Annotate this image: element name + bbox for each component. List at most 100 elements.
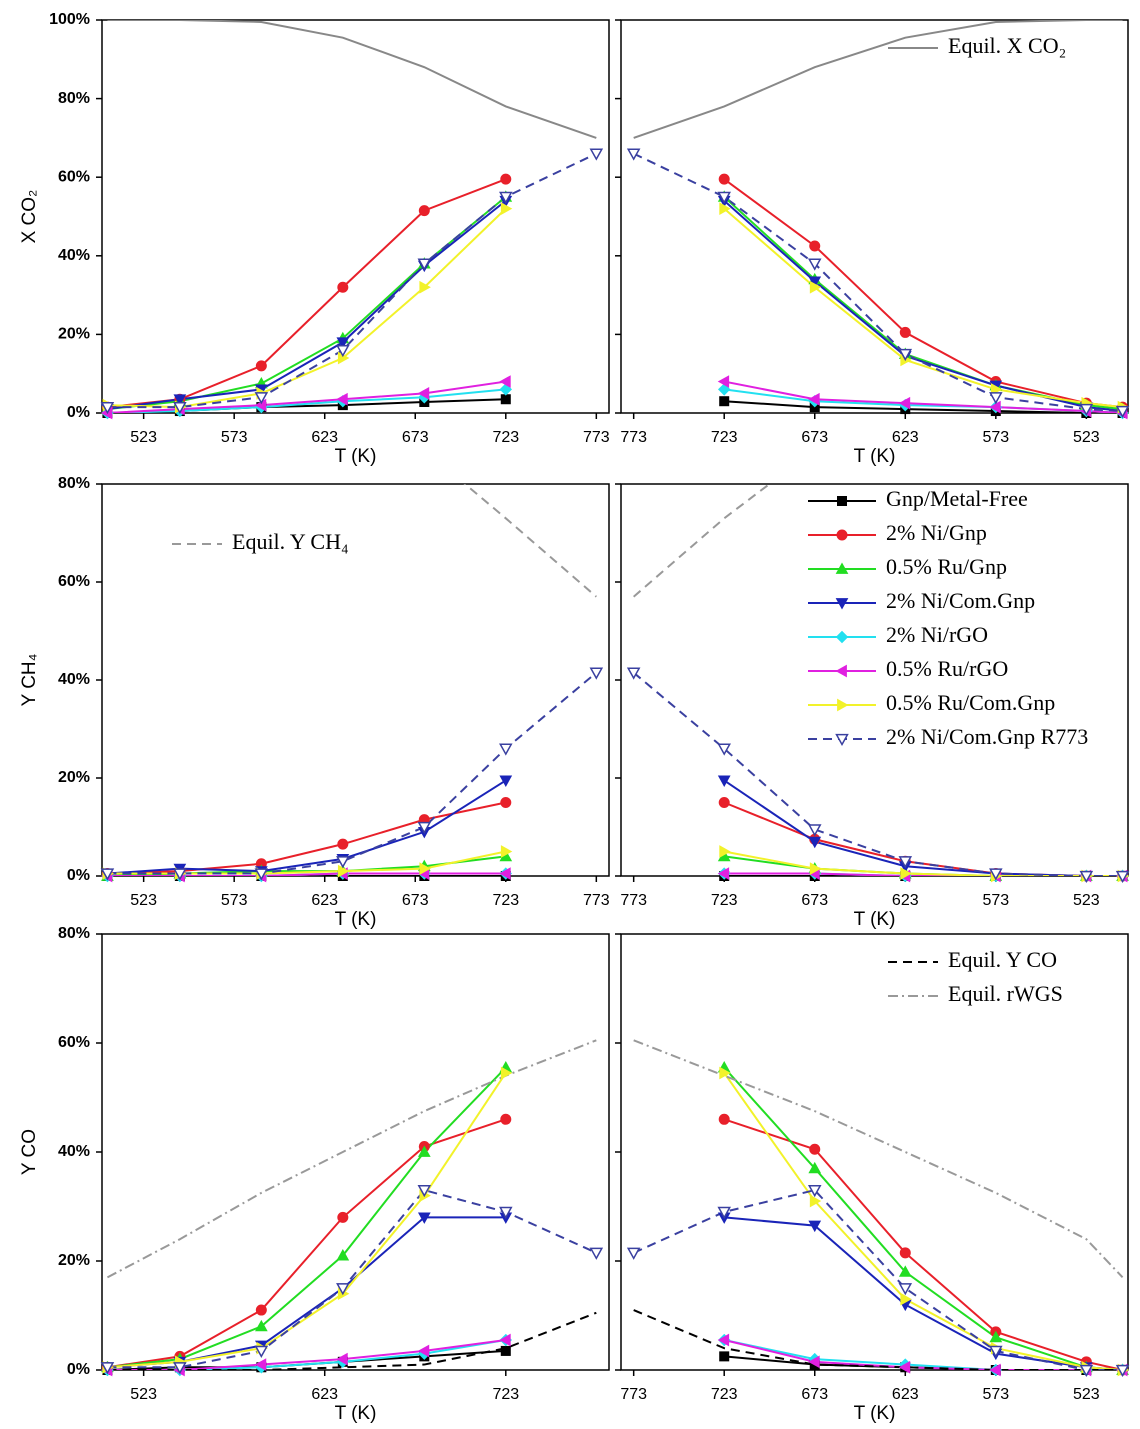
marker bbox=[719, 1066, 731, 1080]
marker bbox=[899, 1247, 911, 1259]
x-tick-label: 573 bbox=[982, 429, 1009, 446]
marker bbox=[336, 1283, 350, 1296]
marker bbox=[1115, 1364, 1130, 1378]
y-tick-label: 60% bbox=[58, 573, 90, 590]
marker bbox=[807, 1185, 822, 1198]
y-tick-label: 20% bbox=[58, 769, 90, 786]
marker bbox=[809, 280, 822, 294]
x-tick-label: 573 bbox=[221, 429, 248, 446]
x-tick-label: 723 bbox=[711, 1386, 738, 1403]
marker bbox=[808, 1161, 822, 1174]
marker bbox=[808, 276, 822, 288]
x-axis-label: T (K) bbox=[335, 446, 377, 467]
y-axis-label: X CO₂ bbox=[19, 190, 40, 244]
marker bbox=[717, 191, 731, 204]
series-line bbox=[107, 380, 506, 413]
marker bbox=[835, 630, 849, 644]
y-tick-label: 60% bbox=[58, 1034, 90, 1051]
x-tick-label: 573 bbox=[982, 1386, 1009, 1403]
legend-label: 0.5% Ru/rGO bbox=[886, 656, 1008, 681]
x-axis-label: T (K) bbox=[854, 446, 896, 467]
marker bbox=[500, 1066, 513, 1080]
y-tick-label: 20% bbox=[58, 326, 90, 343]
marker bbox=[254, 868, 269, 881]
x-tick-label: 723 bbox=[492, 429, 519, 446]
marker bbox=[255, 1304, 267, 1316]
marker bbox=[500, 1113, 512, 1125]
x-tick-label: 673 bbox=[402, 429, 429, 446]
marker bbox=[336, 344, 350, 358]
marker bbox=[417, 387, 430, 400]
marker bbox=[589, 148, 604, 161]
legend-label: Equil. rWGS bbox=[948, 981, 1063, 1006]
x-tick-label: 623 bbox=[892, 892, 919, 909]
series-line bbox=[107, 388, 506, 413]
legend-label: 2% Ni/Com.Gnp bbox=[886, 588, 1035, 613]
series-line bbox=[107, 1339, 506, 1370]
marker bbox=[336, 856, 350, 869]
series-line bbox=[107, 196, 507, 411]
series-lines bbox=[107, 20, 597, 413]
marker bbox=[336, 392, 348, 406]
marker bbox=[417, 1185, 432, 1198]
marker bbox=[835, 562, 849, 574]
marker bbox=[1079, 870, 1094, 884]
x-axis-label: T (K) bbox=[335, 909, 377, 930]
x-tick-label: 623 bbox=[311, 892, 338, 909]
x-tick-label: 573 bbox=[221, 892, 248, 909]
y-tick-label: 0% bbox=[67, 867, 90, 884]
series-line bbox=[107, 199, 507, 411]
marker bbox=[500, 797, 512, 808]
y-tick-label: 100% bbox=[49, 11, 90, 28]
legend-label: Equil. Y CO bbox=[948, 947, 1057, 972]
marker bbox=[719, 202, 731, 215]
series-line bbox=[107, 1339, 506, 1370]
x-tick-label: 623 bbox=[311, 429, 338, 446]
x-tick-label: 773 bbox=[620, 892, 647, 909]
marker bbox=[1115, 870, 1130, 884]
series-line bbox=[107, 1066, 507, 1369]
series-line bbox=[106, 1039, 597, 1279]
marker bbox=[1079, 1364, 1094, 1378]
x-tick-label: 523 bbox=[1073, 1386, 1100, 1403]
x-tick-label: 673 bbox=[801, 1386, 828, 1403]
x-tick-label: 623 bbox=[892, 1386, 919, 1403]
marker bbox=[898, 348, 913, 362]
marker bbox=[1115, 405, 1130, 419]
marker bbox=[835, 598, 849, 610]
series-line bbox=[107, 20, 597, 139]
marker bbox=[254, 392, 269, 405]
series-line bbox=[723, 1066, 1123, 1370]
marker bbox=[626, 148, 641, 161]
x-tick-label: 673 bbox=[801, 429, 828, 446]
x-tick-label: 773 bbox=[620, 429, 647, 446]
series-lines bbox=[107, 484, 597, 876]
series-line bbox=[723, 200, 1123, 413]
marker bbox=[417, 1145, 431, 1157]
x-tick-label: 673 bbox=[402, 892, 429, 909]
marker bbox=[417, 821, 432, 835]
marker bbox=[337, 864, 350, 878]
y-tick-label: 40% bbox=[58, 671, 90, 688]
y-tick-label: 40% bbox=[58, 1143, 90, 1160]
x-tick-label: 523 bbox=[1073, 892, 1100, 909]
marker bbox=[336, 337, 350, 349]
series-line bbox=[107, 152, 597, 409]
marker bbox=[836, 529, 848, 541]
marker bbox=[626, 667, 641, 680]
marker bbox=[809, 240, 821, 252]
marker bbox=[500, 394, 511, 405]
x-tick-label: 623 bbox=[311, 1386, 338, 1403]
marker bbox=[499, 743, 513, 756]
y-tick-label: 80% bbox=[58, 925, 90, 942]
series-line bbox=[107, 671, 597, 875]
series-line bbox=[107, 779, 507, 875]
marker bbox=[807, 824, 822, 837]
legend-label: 0.5% Ru/Gnp bbox=[886, 554, 1007, 579]
marker bbox=[173, 401, 187, 415]
marker bbox=[499, 867, 511, 880]
marker bbox=[719, 845, 731, 858]
x-tick-label: 773 bbox=[620, 1386, 647, 1403]
marker bbox=[809, 862, 822, 875]
